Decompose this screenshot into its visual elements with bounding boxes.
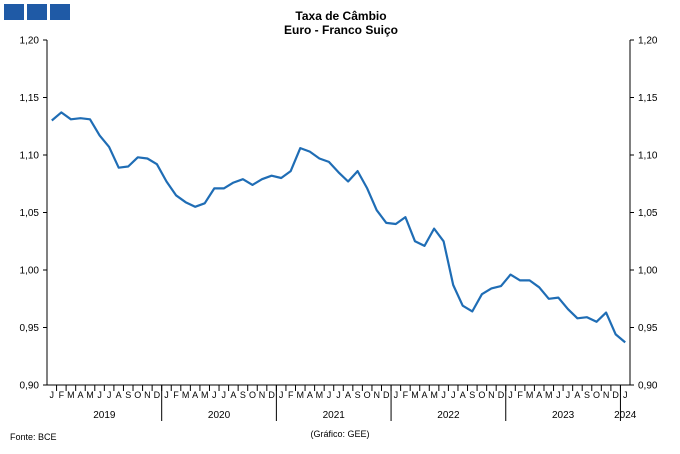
x-month-label: M (297, 390, 305, 400)
x-month-label: M (526, 390, 534, 400)
y-tick-label-left: 1,10 (20, 151, 40, 162)
x-month-label: N (488, 390, 495, 400)
y-tick-label-left: 1,05 (20, 208, 40, 219)
x-month-label: O (478, 390, 485, 400)
x-month-label: F (403, 390, 409, 400)
y-tick-label-right: 1,10 (638, 151, 658, 162)
x-month-label: D (612, 390, 619, 400)
x-month-label: A (422, 390, 428, 400)
x-month-label: J (279, 390, 284, 400)
y-tick-labels: 0,90 0,90 0,95 0,95 1,00 1,00 1,05 1,05 1,10 1,10… (20, 36, 658, 392)
x-year-label: 2022 (437, 410, 460, 421)
logo (4, 4, 70, 20)
x-month-label: J (327, 390, 332, 400)
x-month-label: N (144, 390, 151, 400)
x-month-label: D (383, 390, 390, 400)
x-month-label: A (460, 390, 466, 400)
x-month-label: J (451, 390, 456, 400)
x-month-label: J (394, 390, 399, 400)
y-tick-label-left: 1,20 (20, 36, 40, 47)
series-group (51, 111, 626, 344)
x-month-label: J (566, 390, 571, 400)
y-tick-label-left: 0,95 (20, 323, 40, 334)
x-month-label: M (182, 390, 190, 400)
axes (43, 39, 634, 421)
x-month-label: D (498, 390, 505, 400)
x-year-label: 2021 (323, 410, 346, 421)
y-tick-label-right: 1,15 (638, 93, 658, 104)
x-month-label: J (222, 390, 227, 400)
x-month-label: S (125, 390, 131, 400)
logo-block-1 (4, 4, 24, 20)
chart-subtitle: Euro - Franco Suiço (284, 23, 398, 37)
y-tick-label-left: 1,15 (20, 93, 40, 104)
x-month-label: F (288, 390, 294, 400)
x-month-label: S (355, 390, 361, 400)
x-month-label: S (584, 390, 590, 400)
x-month-label: M (430, 390, 438, 400)
x-month-label: J (97, 390, 102, 400)
x-month-label: J (508, 390, 513, 400)
x-month-label: J (212, 390, 217, 400)
x-year-label: 2023 (552, 410, 575, 421)
y-tick-label-right: 0,95 (638, 323, 658, 334)
y-tick-label-right: 1,20 (638, 36, 658, 47)
y-tick-label-right: 0,90 (638, 381, 658, 392)
x-month-label: M (201, 390, 209, 400)
x-month-label: D (154, 390, 161, 400)
y-tick-label-left: 0,90 (20, 381, 40, 392)
x-month-label: F (517, 390, 523, 400)
x-month-label: O (134, 390, 141, 400)
x-month-label: O (249, 390, 256, 400)
y-tick-label-left: 1,00 (20, 266, 40, 277)
x-month-label: O (364, 390, 371, 400)
x-month-label: N (603, 390, 610, 400)
x-month-label: J (50, 390, 55, 400)
x-month-label: A (345, 390, 351, 400)
x-month-label: N (259, 390, 266, 400)
x-month-label: J (623, 390, 628, 400)
x-month-label: F (59, 390, 65, 400)
credit-note: (Gráfico: GEE) (310, 429, 369, 439)
x-year-label: 2019 (93, 410, 116, 421)
x-month-label: J (107, 390, 112, 400)
y-tick-label-right: 1,00 (638, 266, 658, 277)
x-month-label: M (67, 390, 75, 400)
x-month-label: A (230, 390, 236, 400)
x-month-label: A (77, 390, 83, 400)
chart-title: Taxa de Câmbio (295, 9, 386, 23)
x-month-label: O (593, 390, 600, 400)
x-year-label: 2024 (614, 410, 637, 421)
x-month-label: S (469, 390, 475, 400)
x-month-label: A (116, 390, 122, 400)
logo-block-3 (50, 4, 70, 20)
x-month-label: A (574, 390, 580, 400)
x-month-label: A (536, 390, 542, 400)
x-month-label: M (411, 390, 419, 400)
series-line (51, 111, 626, 344)
x-month-label: S (240, 390, 246, 400)
x-month-label: N (373, 390, 380, 400)
x-month-label: J (336, 390, 341, 400)
x-month-label: J (441, 390, 446, 400)
x-month-label: J (556, 390, 561, 400)
x-month-label: J (164, 390, 169, 400)
x-month-label: A (192, 390, 198, 400)
x-month-label: F (173, 390, 179, 400)
source-note: Fonte: BCE (10, 432, 57, 442)
y-tick-label-right: 1,05 (638, 208, 658, 219)
x-year-label: 2020 (208, 410, 231, 421)
x-month-label: M (545, 390, 553, 400)
x-month-label: M (316, 390, 324, 400)
x-month-label: D (268, 390, 275, 400)
logo-block-2 (27, 4, 47, 20)
x-month-label: A (307, 390, 313, 400)
x-month-label: M (86, 390, 94, 400)
